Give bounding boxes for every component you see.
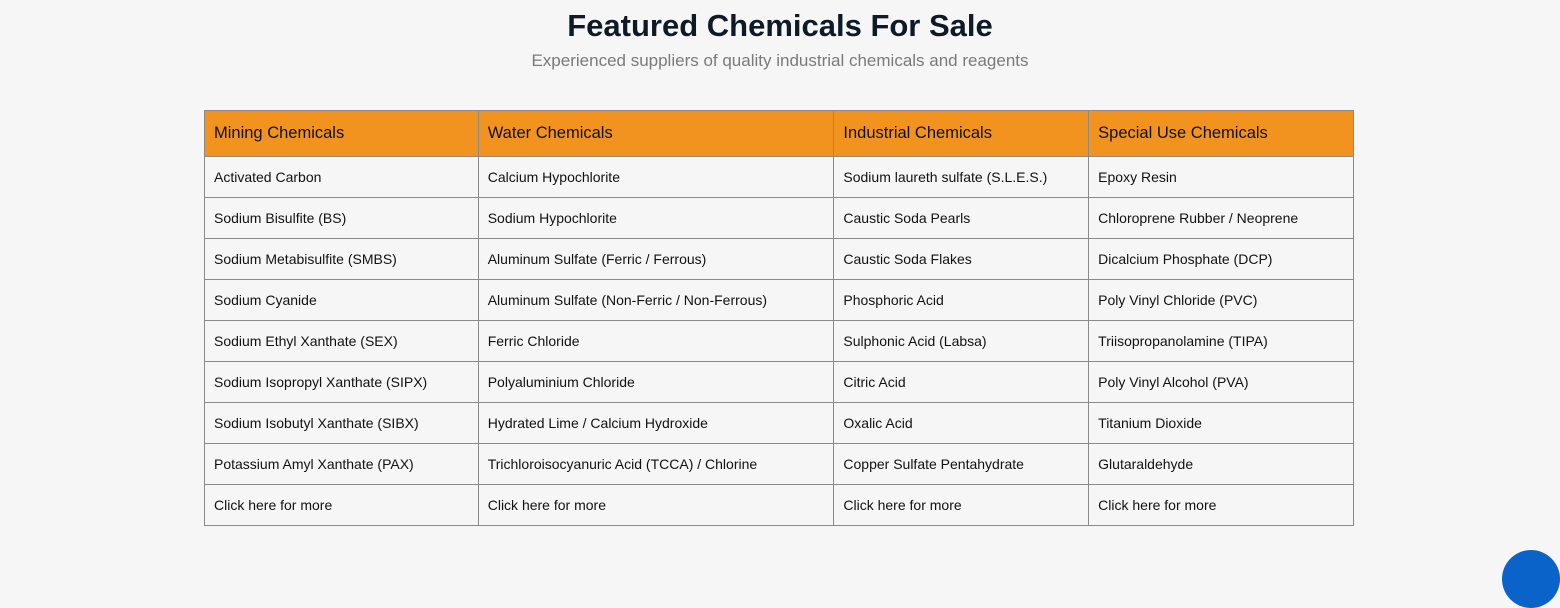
table-row: Sodium Cyanide Aluminum Sulfate (Non-Ferr… [204,279,1354,321]
chemical-cell[interactable]: Citric Acid [833,361,1090,403]
chemical-cell[interactable]: Calcium Hypochlorite [477,156,835,198]
table-row: Sodium Isopropyl Xanthate (SIPX) Polyalum… [204,361,1354,403]
table-row: Sodium Ethyl Xanthate (SEX) Ferric Chlori… [204,320,1354,362]
page-title: Featured Chemicals For Sale [567,8,993,43]
chemical-cell[interactable]: Trichloroisocyanuric Acid (TCCA) / Chlor… [477,443,835,485]
chemical-cell[interactable]: Sodium Cyanide [204,279,479,321]
chemical-cell[interactable]: Epoxy Resin [1088,156,1354,198]
chemical-cell[interactable]: Dicalcium Phosphate (DCP) [1088,238,1354,280]
table-row: Activated Carbon Calcium Hypochlorite Sodi… [204,156,1354,198]
click-here-for-more-link[interactable]: Click here for more [843,497,962,513]
chemical-cell[interactable]: Activated Carbon [204,156,479,198]
chemical-cell[interactable]: Ferric Chloride [477,320,835,362]
table-row: Potassium Amyl Xanthate (PAX) Trichlorois… [204,443,1354,485]
chemical-cell[interactable]: Sodium Isopropyl Xanthate (SIPX) [204,361,479,403]
chemical-cell[interactable]: Glutaraldehyde [1088,443,1354,485]
page-subtitle: Experienced suppliers of quality industr… [531,51,1029,70]
table-header-row: Mining Chemicals Water Chemicals Industr… [204,110,1354,157]
chemical-cell[interactable]: Copper Sulfate Pentahydrate [833,443,1090,485]
more-link-cell: Click here for more [204,484,479,526]
chemical-cell[interactable]: Poly Vinyl Alcohol (PVA) [1088,361,1354,403]
chemical-cell[interactable]: Sodium Isobutyl Xanthate (SIBX) [204,402,479,444]
chemical-cell[interactable]: Oxalic Acid [833,402,1090,444]
chemical-cell[interactable]: Titanium Dioxide [1088,402,1354,444]
chemical-cell[interactable]: Caustic Soda Pearls [833,197,1090,239]
chemical-cell[interactable]: Caustic Soda Flakes [833,238,1090,280]
more-links-row: Click here for more Click here for more Cl… [204,484,1354,526]
chemical-cell[interactable]: Sodium laureth sulfate (S.L.E.S.) [833,156,1090,198]
chemical-cell[interactable]: Polyaluminium Chloride [477,361,835,403]
click-here-for-more-link[interactable]: Click here for more [1098,497,1217,513]
chemical-cell[interactable]: Poly Vinyl Chloride (PVC) [1088,279,1354,321]
chemical-cell[interactable]: Sulphonic Acid (Labsa) [833,320,1090,362]
chemical-cell[interactable]: Hydrated Lime / Calcium Hydroxide [477,402,835,444]
chemical-cell[interactable]: Chloroprene Rubber / Neoprene [1088,197,1354,239]
table-row: Sodium Isobutyl Xanthate (SIBX) Hydrated … [204,402,1354,444]
chat-button[interactable] [1502,550,1560,608]
table-row: Sodium Bisulfite (BS) Sodium Hypochlorite… [204,197,1354,239]
click-here-for-more-link[interactable]: Click here for more [487,497,606,513]
chemicals-table: Mining Chemicals Water Chemicals Industr… [204,110,1354,526]
click-here-for-more-link[interactable]: Click here for more [214,497,333,513]
chemical-cell[interactable]: Phosphoric Acid [833,279,1090,321]
more-link-cell: Click here for more [1088,484,1354,526]
more-link-cell: Click here for more [833,484,1090,526]
chemical-cell[interactable]: Aluminum Sulfate (Ferric / Ferrous) [477,238,835,280]
chemical-cell[interactable]: Sodium Metabisulfite (SMBS) [204,238,479,280]
column-header-special-use: Special Use Chemicals [1088,110,1354,157]
chemical-cell[interactable]: Aluminum Sulfate (Non-Ferric / Non-Ferro… [477,279,835,321]
table-row: Sodium Metabisulfite (SMBS) Aluminum Sulf… [204,238,1354,280]
column-header-water: Water Chemicals [477,110,835,157]
chemical-cell[interactable]: Potassium Amyl Xanthate (PAX) [204,443,479,485]
column-header-mining: Mining Chemicals [204,110,479,157]
column-header-industrial: Industrial Chemicals [833,110,1090,157]
chemical-cell[interactable]: Sodium Hypochlorite [477,197,835,239]
chemical-cell[interactable]: Triisopropanolamine (TIPA) [1088,320,1354,362]
chemical-cell[interactable]: Sodium Bisulfite (BS) [204,197,479,239]
more-link-cell: Click here for more [477,484,835,526]
chemical-cell[interactable]: Sodium Ethyl Xanthate (SEX) [204,320,479,362]
